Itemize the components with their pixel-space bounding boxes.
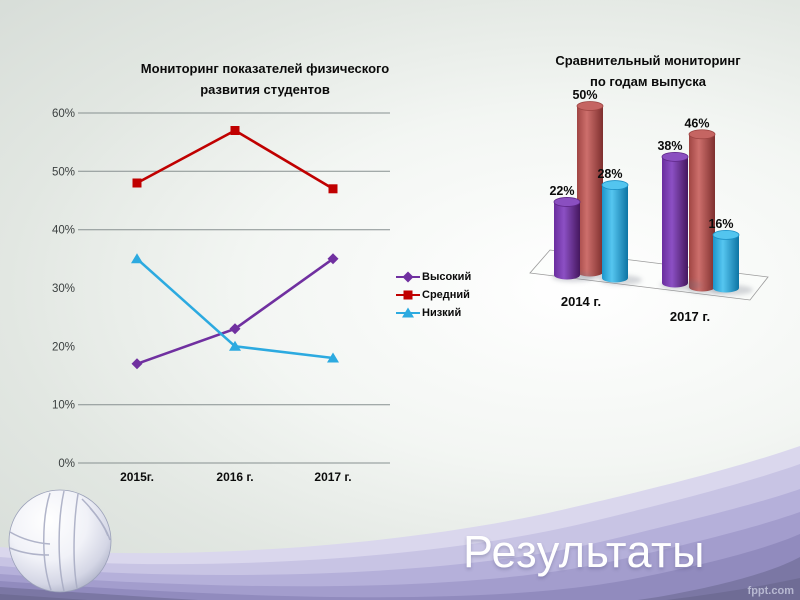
legend-marker: [403, 290, 413, 300]
triangle-marker: [131, 253, 143, 264]
bar-cylinder: [660, 151, 702, 290]
bar-value-label: 50%: [572, 88, 597, 102]
legend-label: Высокий: [422, 271, 472, 283]
bar-chart-title: Сравнительный мониторинг по годам выпуск…: [555, 53, 741, 90]
volleyball-image: [8, 489, 112, 593]
bar-cylinder: [600, 180, 642, 285]
bar-chart-plot: 50% 22% 28% 2014 г. 46%38% 16% 2017 г.: [529, 88, 769, 324]
bar-cylinder: [711, 229, 753, 295]
y-axis-tick-label: 20%: [52, 341, 75, 353]
diamond-marker: [131, 358, 143, 370]
legend-item: Средний: [396, 289, 471, 301]
square-marker: [328, 184, 338, 194]
legend-marker: [402, 307, 414, 318]
bar-cylinder: [552, 197, 594, 282]
bar-chart: Сравнительный мониторинг по годам выпуск…: [512, 48, 800, 348]
triangle-marker: [229, 340, 241, 351]
y-axis-tick-label: 10%: [52, 400, 75, 412]
bar-value-label: 38%: [657, 139, 682, 153]
legend-diamond-icon: [396, 271, 420, 283]
legend-item: Высокий: [396, 271, 471, 283]
legend-marker: [402, 271, 414, 283]
bar-value-label: 16%: [708, 217, 733, 231]
legend-label: Средний: [422, 289, 470, 301]
fppt-watermark: fppt.com: [747, 585, 794, 597]
line-chart-title: Мониторинг показателей физического разви…: [140, 61, 390, 98]
line-chart-plot: 60% 50% 40% 30% 20% 10% 0% 2015г. 2016 г. 2017 г.: [52, 108, 390, 484]
y-axis-tick-label: 60%: [52, 108, 75, 120]
x-axis-tick-label: 2017 г.: [314, 470, 351, 484]
bar-category-label: 2014 г.: [561, 294, 601, 309]
line-chart: Мониторинг показателей физического разви…: [30, 50, 500, 498]
line-chart-legend: Высокий Средний Низкий: [396, 271, 471, 319]
triangle-marker: [327, 352, 339, 363]
legend-label: Низкий: [422, 307, 462, 319]
bar-value-label: 28%: [597, 167, 622, 181]
slide-title: Результаты: [463, 526, 705, 577]
bar-value-label: 22%: [549, 184, 574, 198]
y-axis-tick-label: 0%: [58, 458, 75, 470]
bar-value-label: 46%: [684, 116, 709, 130]
square-marker: [230, 126, 240, 135]
y-axis-tick-label: 50%: [52, 166, 75, 178]
series-line-square: [136, 129, 334, 190]
legend-item: Низкий: [396, 307, 471, 319]
diamond-marker: [229, 323, 241, 335]
x-axis-tick-label: 2016 г.: [216, 470, 253, 484]
y-axis-tick-label: 30%: [52, 283, 75, 295]
legend-triangle-icon: [396, 307, 420, 318]
x-axis-tick-label: 2015г.: [120, 470, 154, 484]
bar-category-label: 2017 г.: [670, 309, 710, 324]
square-marker: [132, 178, 142, 188]
y-axis-tick-label: 40%: [52, 225, 75, 237]
legend-square-icon: [396, 290, 420, 300]
